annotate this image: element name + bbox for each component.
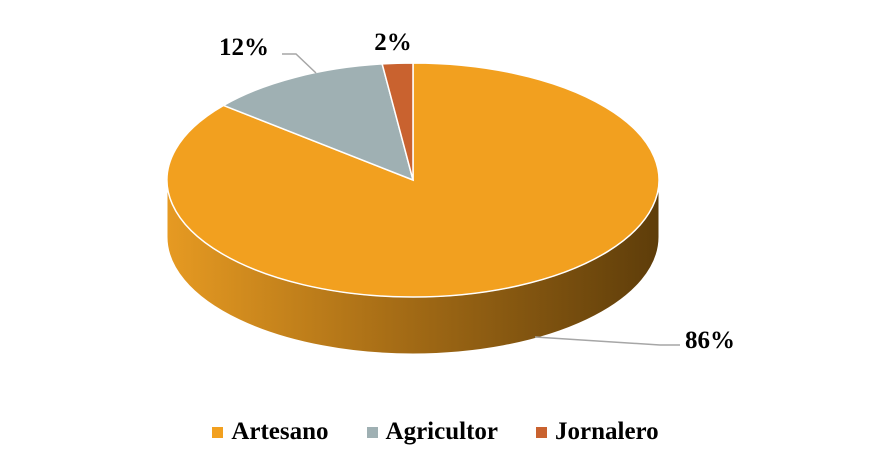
data-label-agricultor: 12% [219, 34, 269, 61]
leader-line-artesano [534, 336, 680, 346]
leader-line-agricultor [282, 53, 317, 74]
data-label-artesano: 86% [685, 327, 735, 354]
leader-lines [282, 53, 680, 346]
legend: Artesano Agricultor Jornalero [0, 418, 871, 446]
legend-swatch-jornalero [536, 426, 547, 438]
pie-slice-agricultor [221, 63, 415, 182]
data-label-jornalero: 2% [374, 29, 412, 56]
data-labels: 86% 12% 2% [219, 29, 735, 354]
legend-label-jornalero: Jornalero [555, 418, 659, 445]
legend-swatch-agricultor [366, 426, 378, 438]
legend-item-agricultor: Agricultor [366, 418, 498, 446]
pie-slice-jornalero [381, 62, 414, 181]
legend-swatch-artesano [212, 426, 224, 438]
legend-label-agricultor: Agricultor [385, 418, 498, 445]
legend-item-jornalero: Jornalero [536, 418, 659, 446]
legend-label-artesano: Artesano [231, 418, 329, 445]
pie-tops [166, 62, 660, 298]
legend-item-artesano: Artesano [212, 418, 329, 446]
